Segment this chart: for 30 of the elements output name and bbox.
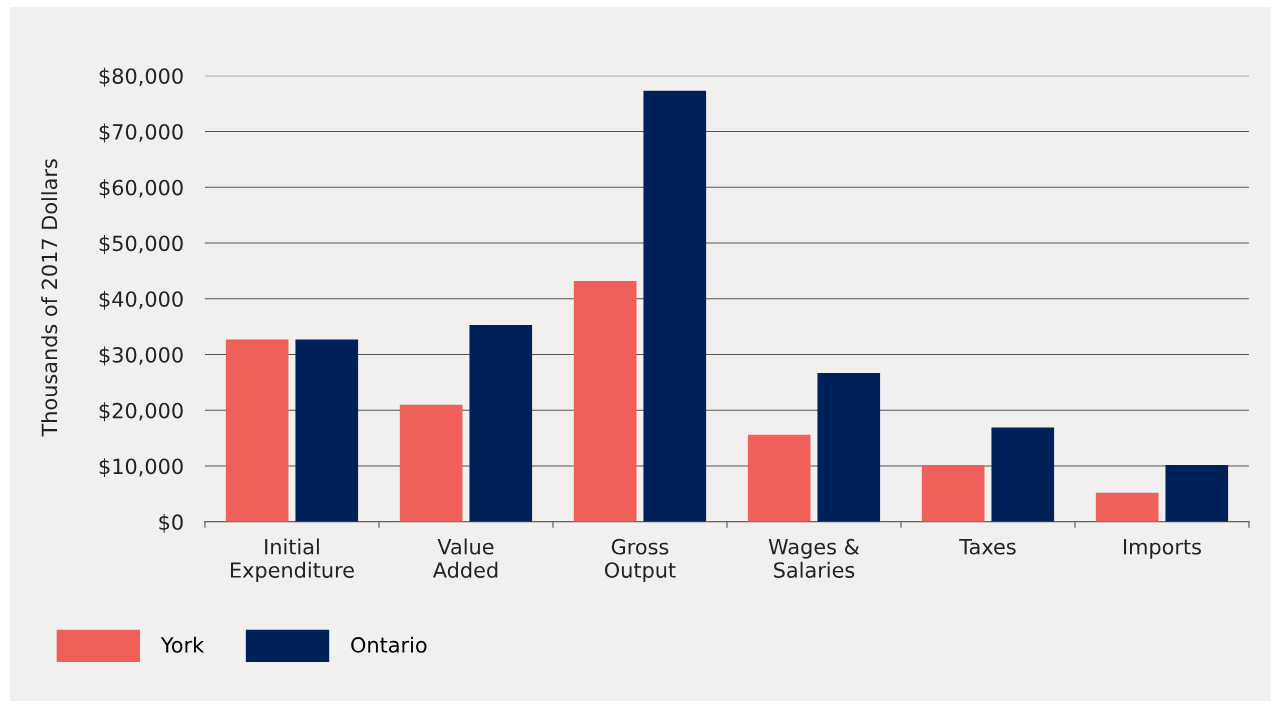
bar [921, 464, 985, 522]
bar [991, 427, 1055, 522]
y-tick-label: $40,000 [99, 290, 183, 310]
bar [817, 372, 881, 522]
bar [469, 324, 533, 522]
y-tick-label: $70,000 [99, 123, 183, 143]
bar [225, 339, 289, 522]
y-axis-title: Thousands of 2017 Dollars [41, 159, 58, 437]
bar [643, 90, 707, 522]
y-tick-label: $10,000 [99, 458, 183, 478]
bar [1095, 492, 1159, 522]
legend-label: York [160, 636, 205, 653]
bar [573, 280, 637, 522]
y-tick-label: $20,000 [99, 402, 183, 422]
x-tick-label: Value Added [432, 538, 498, 578]
x-tick-label: Imports [1124, 539, 1201, 559]
bar [1165, 464, 1229, 522]
y-tick-label: $50,000 [99, 235, 183, 254]
y-tick-label: $30,000 [99, 346, 183, 366]
x-tick-label: Gross Output [604, 538, 676, 582]
x-tick-label: Wages & Salaries [768, 538, 860, 578]
bar [295, 339, 359, 522]
bar [747, 434, 811, 522]
y-tick-label: $0 [159, 513, 183, 533]
legend-label: Ontario [351, 636, 427, 653]
y-tick-label: $60,000 [99, 179, 183, 199]
y-tick-label: $80,000 [99, 67, 183, 87]
x-tick-label: Initial Expenditure [230, 538, 354, 582]
x-tick-label: Taxes [959, 539, 1016, 555]
bar [399, 404, 463, 522]
